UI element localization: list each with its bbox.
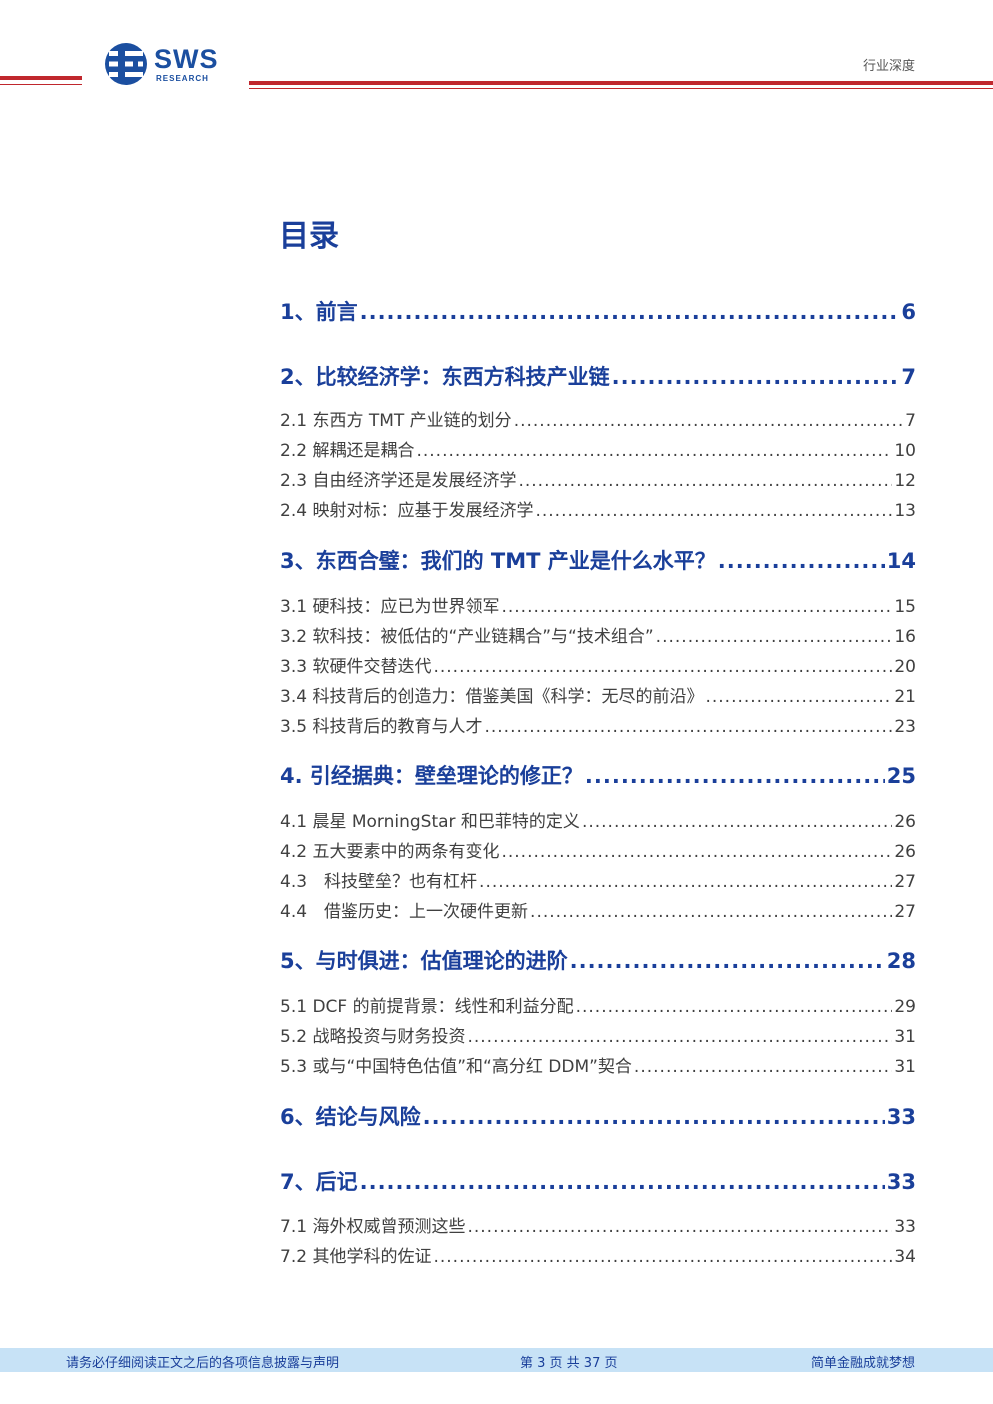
toc-entry-section[interactable]: 3.2 软科技：被低估的“产业链耦合”与“技术组合”16: [280, 622, 916, 647]
toc-entry-chapter[interactable]: 4. 引经据典：壁垒理论的修正？25: [280, 760, 916, 790]
toc-leader-dots: [705, 687, 892, 707]
document-type-label: 行业深度: [862, 59, 915, 74]
toc-leader-dots: [416, 441, 892, 461]
footer-disclaimer: 请务必仔细阅读正文之后的各项信息披露与声明: [66, 1356, 340, 1371]
toc-leader-dots: [585, 764, 885, 788]
toc-entry-section[interactable]: 5.1 DCF 的前提背景：线性和利益分配29: [280, 992, 916, 1017]
toc-leader-dots: [535, 501, 892, 521]
toc-entry-section[interactable]: 2.2 解耦还是耦合10: [280, 436, 916, 461]
toc-leader-dots: [501, 842, 892, 862]
toc-leader-dots: [634, 1057, 892, 1077]
brand-name: SWS: [154, 44, 219, 74]
toc-entry-chapter[interactable]: 1、前言6: [280, 296, 916, 326]
footer-slogan: 简单金融成就梦想: [810, 1356, 915, 1371]
sws-logo-icon: [105, 43, 147, 85]
toc-entry-chapter[interactable]: 2、比较经济学：东西方科技产业链7: [280, 361, 916, 391]
toc-leader-dots: [612, 365, 900, 389]
toc-entry-section[interactable]: 4.4 借鉴历史：上一次硬件更新27: [280, 897, 916, 922]
brand-subtitle: RESEARCH: [156, 74, 209, 83]
toc-title: 目录: [279, 219, 339, 254]
toc-leader-dots: [467, 1027, 892, 1047]
toc-entry-section[interactable]: 4.3 科技壁垒？也有杠杆27: [280, 867, 916, 892]
toc-entry-chapter[interactable]: 5、与时俱进：估值理论的进阶28: [280, 945, 916, 975]
header-rule-left-thin: [0, 84, 82, 85]
toc-entry-section[interactable]: 2.1 东西方 TMT 产业链的划分7: [280, 406, 916, 431]
toc-entry-section[interactable]: 2.4 映射对标：应基于发展经济学13: [280, 496, 916, 521]
toc-entry-section[interactable]: 7.2 其他学科的佐证34: [280, 1242, 916, 1267]
toc-entry-chapter[interactable]: 3、东西合璧：我们的 TMT 产业是什么水平？14: [280, 545, 916, 575]
toc-leader-dots: [501, 597, 892, 617]
toc-leader-dots: [656, 627, 893, 647]
toc-entry-section[interactable]: 4.2 五大要素中的两条有变化26: [280, 837, 916, 862]
toc-entry-chapter[interactable]: 7、后记33: [280, 1166, 916, 1196]
toc-leader-dots: [518, 471, 892, 491]
toc-entry-section[interactable]: 5.3 或与“中国特色估值”和“高分红 DDM”契合31: [280, 1052, 916, 1077]
sws-logo: SWS RESEARCH: [104, 42, 234, 86]
toc-leader-dots: [360, 300, 900, 324]
toc-leader-dots: [433, 657, 892, 677]
toc-entry-chapter[interactable]: 6、结论与风险33: [280, 1101, 916, 1131]
toc-leader-dots: [570, 949, 885, 973]
toc-entry-section[interactable]: 3.4 科技背后的创造力：借鉴美国《科学：无尽的前沿》21: [280, 682, 916, 707]
toc-entry-section[interactable]: 5.2 战略投资与财务投资31: [280, 1022, 916, 1047]
header-rule-right-thin: [249, 88, 993, 89]
toc-entry-section[interactable]: 3.1 硬科技：应已为世界领军15: [280, 592, 916, 617]
toc-leader-dots: [718, 549, 885, 573]
header-rule-left: [0, 76, 82, 80]
toc-leader-dots: [514, 411, 903, 431]
toc-leader-dots: [530, 902, 892, 922]
toc-leader-dots: [433, 1247, 892, 1267]
toc-leader-dots: [360, 1170, 885, 1194]
toc-leader-dots: [423, 1105, 885, 1129]
toc-entry-section[interactable]: 3.5 科技背后的教育与人才23: [280, 712, 916, 737]
header-rule-right: [249, 81, 993, 85]
footer-band: 请务必仔细阅读正文之后的各项信息披露与声明 第 3 页 共 37 页 简单金融成…: [0, 1348, 993, 1372]
toc-entry-section[interactable]: 3.3 软硬件交替迭代20: [280, 652, 916, 677]
toc-leader-dots: [576, 997, 893, 1017]
toc-entry-section[interactable]: 7.1 海外权威曾预测这些33: [280, 1212, 916, 1237]
toc-leader-dots: [479, 872, 892, 892]
toc-entry-section[interactable]: 2.3 自由经济学还是发展经济学12: [280, 466, 916, 491]
toc-leader-dots: [467, 1217, 892, 1237]
toc-entry-section[interactable]: 4.1 晨星 MorningStar 和巴菲特的定义26: [280, 807, 916, 832]
toc-leader-dots: [484, 717, 892, 737]
footer-page-info: 第 3 页 共 37 页: [520, 1356, 618, 1371]
toc-leader-dots: [582, 812, 892, 832]
